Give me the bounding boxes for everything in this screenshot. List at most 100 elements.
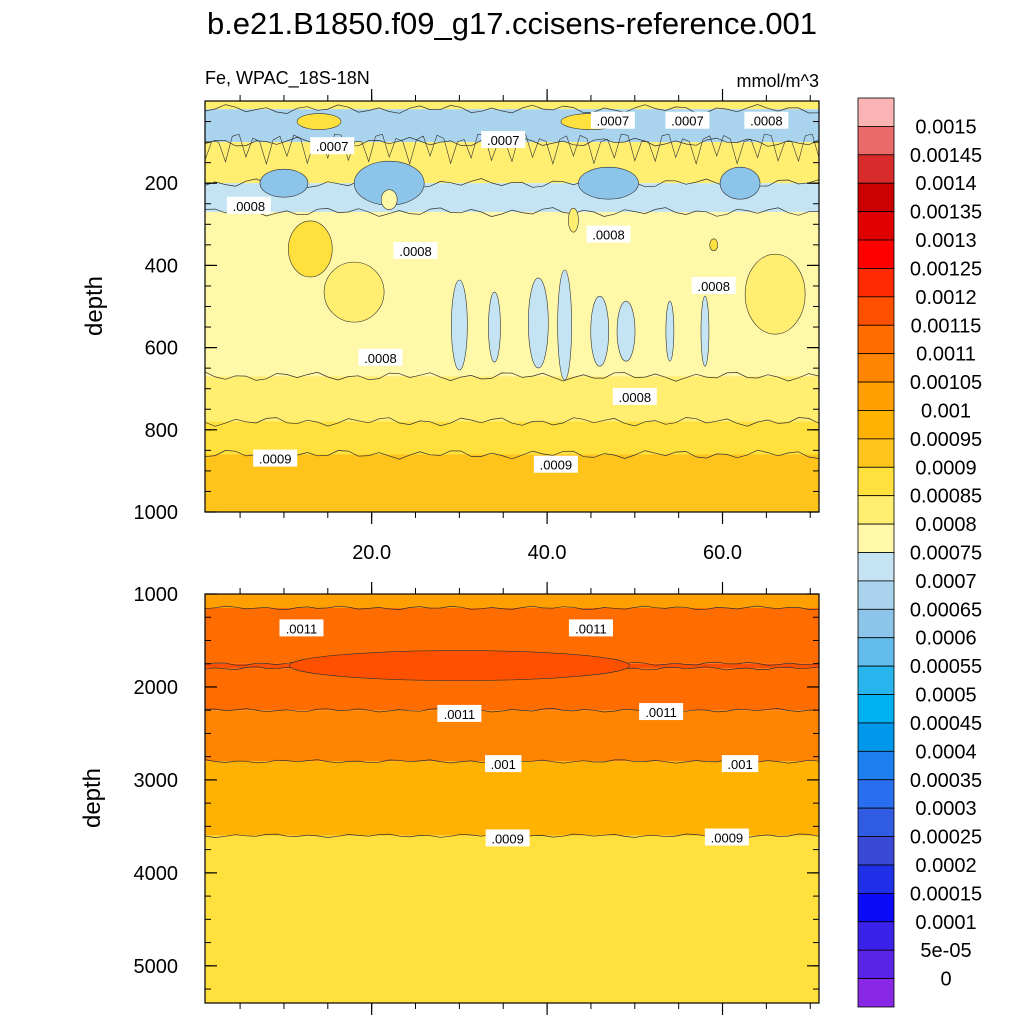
upper-contour-label-bg-10 (612, 387, 657, 405)
colorbar-box-10 (857, 381, 895, 411)
lower-ytick-label-4: 5000 (134, 956, 179, 978)
colorbar-label-15: 0.00075 (910, 543, 982, 565)
colorbar-box-19 (857, 637, 895, 667)
colorbar-label-6: 0.0012 (915, 287, 976, 309)
lower-ytick-label-3: 4000 (134, 863, 179, 885)
colorbar-label-1: 0.00145 (910, 145, 982, 167)
upper-contour-label-text-6: .0008 (399, 244, 432, 259)
upper-contour-label-7: .0008 (586, 225, 631, 243)
colorbar-label-30: 0 (940, 969, 951, 991)
upper-contour-region-2 (578, 166, 639, 200)
upper-contour-line-3 (205, 178, 819, 188)
colorbar-label-16: 0.0007 (915, 571, 976, 593)
lower-contour-label-4: .001 (485, 755, 522, 773)
upper-contour-region-18 (323, 261, 385, 323)
upper-contour-region-17 (568, 207, 579, 233)
upper-contour-line-7 (205, 449, 819, 460)
colorbar-label-4: 0.0013 (915, 230, 976, 252)
upper-contour-line-6 (205, 417, 819, 427)
colorbar-box-23 (857, 750, 895, 781)
lower-axis-ticks: 1000 2000 3000 4000 5000 (134, 582, 819, 1015)
colorbar-box-0 (857, 97, 895, 127)
colorbar-label-27: 0.00015 (910, 883, 982, 905)
upper-contour-spikes (205, 133, 819, 166)
lower-contour-line-1 (205, 605, 819, 610)
lower-contour-label-text-7: .0009 (711, 831, 744, 846)
upper-contour-region-11 (616, 300, 636, 362)
colorbar-box-18 (857, 608, 895, 639)
upper-contour-label-text-1: .0007 (487, 133, 520, 148)
lower-band-5 (205, 761, 819, 836)
upper-band-5 (205, 376, 819, 422)
lower-band-4 (205, 710, 819, 762)
upper-contour-label-2: .0007 (590, 111, 635, 129)
upper-contour-line-1 (205, 104, 819, 114)
lower-contour-label-3: .0011 (639, 703, 684, 721)
units-label: mmol/m^3 (737, 71, 819, 91)
lower-band-6 (205, 835, 819, 1003)
colorbar-box-1 (857, 126, 895, 156)
upper-contour-label-text-2: .0007 (597, 114, 630, 129)
colorbar-label-23: 0.00035 (910, 770, 982, 792)
colorbar-box-21 (857, 694, 895, 724)
lower-contour-label-text-3: .0011 (645, 705, 677, 720)
upper-contour-region-16 (380, 189, 398, 210)
upper-contour-region-12 (665, 300, 675, 362)
upper-contour-label-text-5: .0008 (233, 199, 266, 214)
upper-contour-region-3 (719, 166, 761, 200)
upper-contour-region-4 (296, 113, 342, 130)
lower-contour-label-text-4: .001 (491, 757, 516, 772)
upper-contour-label-text-0: .0007 (316, 139, 349, 154)
lower-contour-label-text-6: .0009 (491, 831, 524, 846)
lower-y-axis-title: depth (79, 768, 106, 828)
upper-contour-line-5 (205, 371, 819, 382)
colorbar-box-28 (857, 892, 895, 923)
colorbar-label-7: 0.00115 (911, 315, 982, 337)
colorbar-box-29 (857, 921, 895, 951)
lower-contour-label-bg-7 (704, 828, 749, 846)
colorbar-label-3: 0.00135 (910, 202, 982, 224)
upper-contour-label-1: .0007 (481, 131, 526, 149)
lower-contour-label-bg-3 (639, 703, 684, 721)
colorbar-box-2 (857, 154, 895, 184)
upper-contour-label-text-7: .0008 (592, 228, 625, 243)
chart-title: b.e21.B1850.f09_g17.ccisens-reference.00… (206, 6, 818, 41)
colorbar-label-26: 0.0002 (915, 855, 976, 877)
colorbar-label-5: 0.00125 (910, 258, 982, 280)
colorbar-label-10: 0.001 (921, 400, 971, 422)
colorbar-box-7 (857, 296, 895, 326)
colorbar-box-5 (857, 239, 895, 269)
lower-contour-label-bg-1 (568, 619, 613, 637)
colorbar-label-22: 0.0004 (915, 741, 976, 763)
lower-contour-label-bg-5 (721, 755, 759, 773)
colorbar-box-31 (857, 978, 895, 1008)
upper-band-3 (205, 183, 819, 212)
upper-contour-label-text-8: .0008 (697, 279, 730, 294)
colorbar-box-25 (857, 807, 895, 837)
upper-axis-ticks: 200 400 600 800 1000 20.0 40.0 60.0 (134, 89, 819, 564)
upper-contour-labels: .0007 .0007 .0007 .0007 .0008 .0008 .0008 .0008… (226, 111, 789, 473)
upper-contour-label-3: .0007 (665, 111, 710, 129)
colorbar-box-11 (857, 410, 895, 440)
lower-contour-labels: .0011 .0011 .0011 .0011 .001 .001 .0009 .0009 (279, 619, 759, 847)
upper-contour-label-bg-12 (533, 455, 578, 473)
upper-band-0 (205, 101, 819, 110)
upper-contour-label-text-12: .0009 (540, 458, 573, 473)
colorbar-box-27 (857, 864, 895, 894)
upper-contour-label-bg-8 (691, 276, 736, 294)
upper-contour-label-bg-4 (744, 111, 789, 129)
lower-contour-details (289, 650, 630, 681)
x-tick-label-1: 40.0 (528, 542, 567, 564)
colorbar-label-17: 0.00065 (910, 599, 982, 621)
colorbar-label-18: 0.0006 (915, 628, 976, 650)
lower-contour-label-5: .001 (721, 755, 759, 773)
lower-plot-frame (204, 593, 820, 1004)
colorbar-label-14: 0.0008 (915, 514, 976, 536)
colorbar-box-26 (857, 836, 895, 866)
upper-contour-label-bg-11 (253, 449, 298, 467)
x-tick-label-0: 20.0 (352, 542, 391, 564)
x-tick-label-2: 60.0 (703, 542, 742, 564)
lower-contour-label-0: .0011 (279, 619, 324, 637)
colorbar-label-21: 0.00045 (910, 713, 982, 735)
upper-contour-region-1 (259, 168, 309, 198)
